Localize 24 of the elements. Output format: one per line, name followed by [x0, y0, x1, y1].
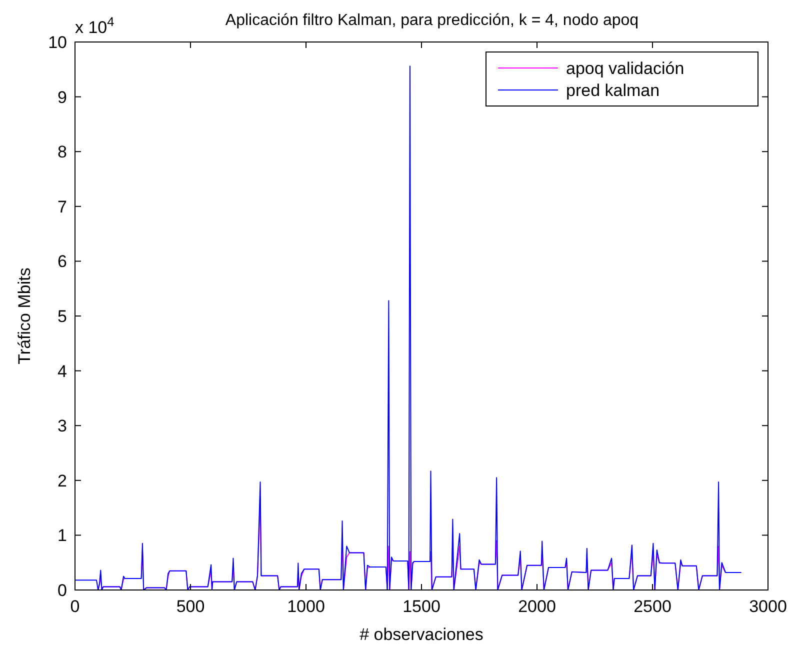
y-tick-label: 7 — [58, 197, 67, 216]
y-tick-label: 1 — [58, 526, 67, 546]
x-axis-title: # observaciones — [360, 625, 484, 644]
y-tick-label: 6 — [58, 252, 67, 272]
y-tick-label: 9 — [58, 88, 67, 107]
x-tick-label: 0 — [70, 597, 80, 616]
x-tick-label: 2500 — [634, 597, 672, 616]
x-tick-label: 500 — [176, 597, 205, 616]
x-tick-label: 1000 — [287, 597, 325, 616]
legend-label: pred kalman — [566, 81, 660, 100]
y-tick-label: 8 — [58, 142, 67, 162]
x-tick-label: 3000 — [749, 597, 787, 616]
y-tick-label: 5 — [58, 307, 67, 326]
y-axis-title: Tráfico Mbits — [15, 268, 34, 364]
text: x 10$^{4}$ — [75, 14, 114, 37]
x-tick-label: 2000 — [518, 597, 556, 616]
chart-title: Aplicación filtro Kalman, para predicción, k = 4, nodo apoq — [225, 12, 639, 29]
y-tick-label: 10 — [48, 33, 67, 52]
x-tick-label: 1500 — [402, 597, 440, 616]
y-tick-label: 4 — [58, 362, 67, 381]
legend-label: apoq validación — [566, 59, 684, 78]
y-tick-label: 0 — [58, 581, 67, 600]
y-tick-label: 3 — [58, 416, 67, 436]
y-tick-label: 2 — [58, 471, 67, 490]
